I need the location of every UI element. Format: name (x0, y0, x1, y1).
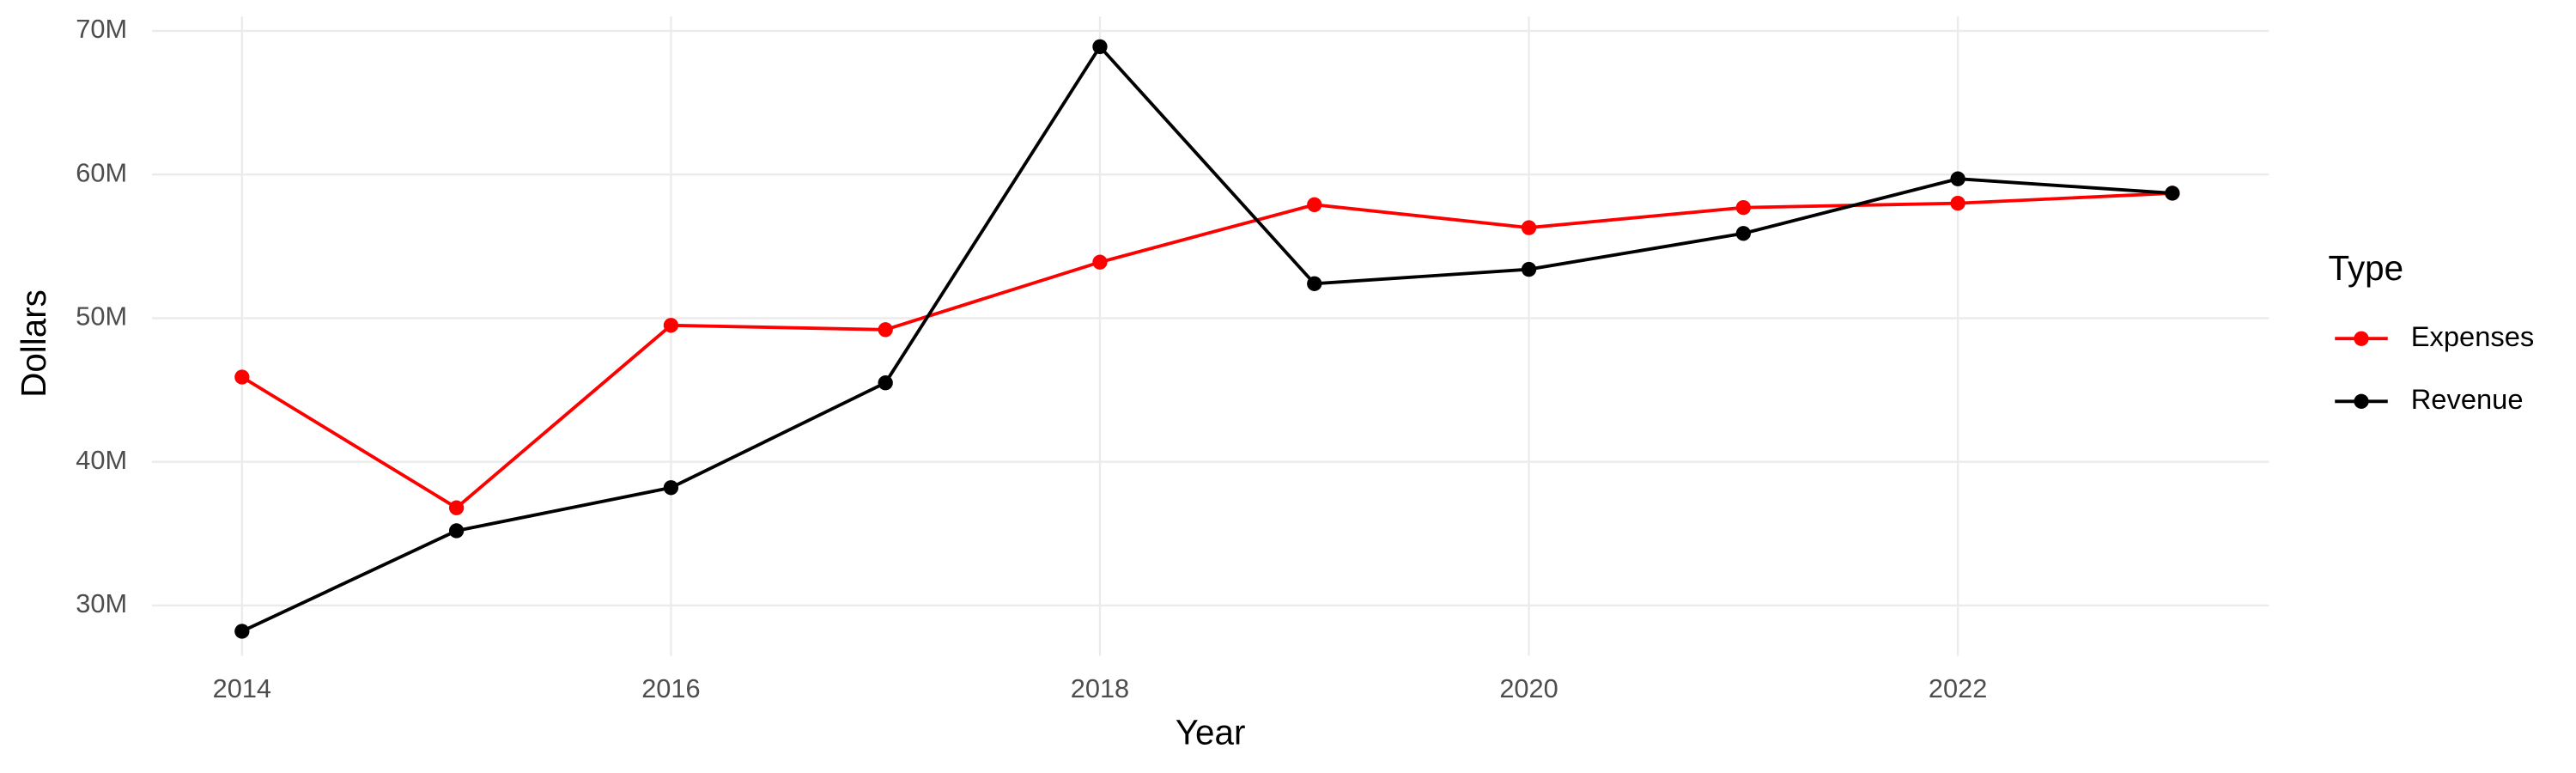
y-tick-label: 70M (76, 14, 127, 44)
data-point (663, 480, 679, 496)
y-tick-label: 60M (76, 157, 127, 187)
legend-swatch (2354, 331, 2369, 346)
data-point (1950, 195, 1965, 211)
data-point (663, 318, 679, 333)
series-line (241, 44, 2173, 633)
data-point (234, 624, 250, 639)
legend-label: Expenses (2411, 320, 2535, 352)
data-point (1950, 171, 1965, 186)
x-tick-label: 2016 (641, 673, 700, 703)
data-point (1735, 226, 1751, 241)
y-tick-label: 50M (76, 301, 127, 332)
x-tick-label: 2020 (1499, 673, 1558, 703)
data-point (2165, 186, 2180, 201)
data-point (1092, 254, 1108, 270)
legend-label: Revenue (2411, 383, 2524, 415)
data-point (1521, 261, 1537, 277)
data-point (234, 369, 250, 385)
x-tick-label: 2018 (1071, 673, 1129, 703)
legend-title: Type (2329, 248, 2404, 288)
data-point (878, 322, 893, 338)
x-tick-label: 2022 (1929, 673, 1987, 703)
data-point (448, 500, 465, 515)
y-axis-title: Dollars (14, 289, 53, 398)
data-point (878, 375, 893, 391)
y-tick-label: 30M (76, 588, 127, 618)
series-line (240, 192, 2172, 510)
data-point (1307, 197, 1322, 212)
x-tick-label: 2014 (213, 673, 271, 703)
data-point (1735, 200, 1751, 216)
data-point (1307, 276, 1322, 291)
x-axis-title: Year (1176, 712, 1246, 752)
data-point (1092, 39, 1108, 55)
data-point (448, 523, 465, 539)
data-point (1521, 220, 1537, 235)
legend-swatch (2354, 393, 2369, 409)
y-tick-label: 40M (76, 445, 127, 475)
